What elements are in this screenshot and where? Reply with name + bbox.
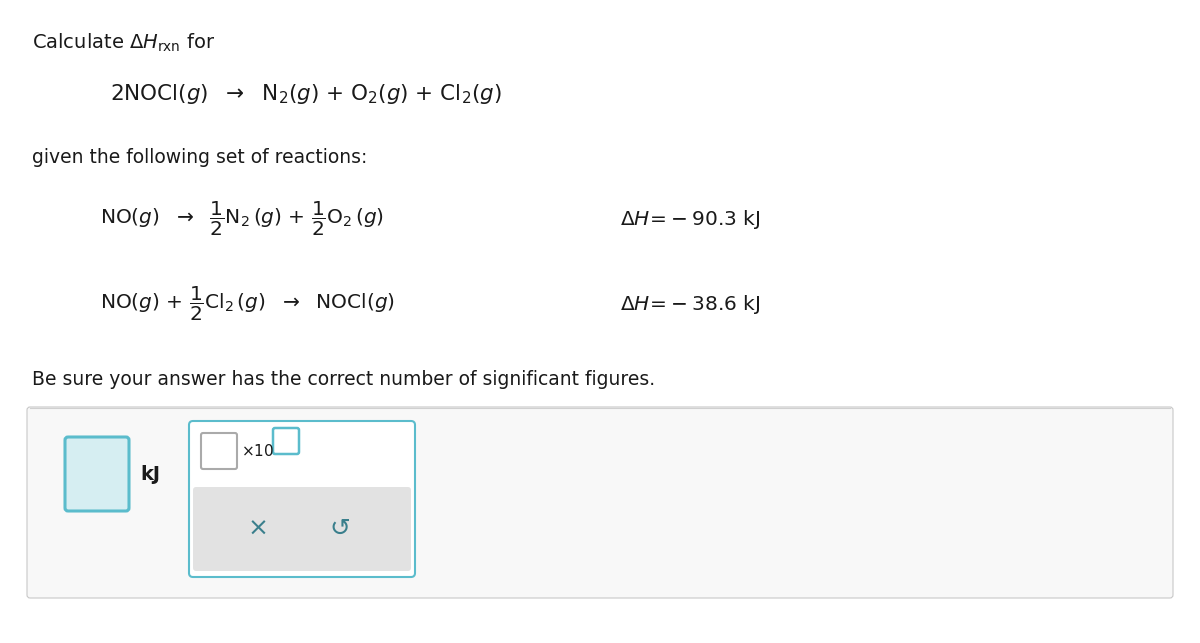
FancyBboxPatch shape bbox=[202, 433, 238, 469]
Text: Be sure your answer has the correct number of significant figures.: Be sure your answer has the correct numb… bbox=[32, 370, 655, 389]
Text: ↺: ↺ bbox=[330, 517, 350, 541]
Text: NO$(g)$  $\rightarrow$  $\dfrac{1}{2}$N$_2\,(g)$ + $\dfrac{1}{2}$O$_2\,(g)$: NO$(g)$ $\rightarrow$ $\dfrac{1}{2}$N$_2… bbox=[100, 200, 384, 239]
Text: given the following set of reactions:: given the following set of reactions: bbox=[32, 148, 367, 167]
FancyBboxPatch shape bbox=[193, 487, 410, 571]
FancyBboxPatch shape bbox=[28, 407, 1174, 598]
FancyBboxPatch shape bbox=[274, 428, 299, 454]
Text: $\Delta H\!=\!-90.3$ kJ: $\Delta H\!=\!-90.3$ kJ bbox=[620, 208, 761, 231]
Text: kJ: kJ bbox=[140, 464, 160, 484]
FancyBboxPatch shape bbox=[190, 421, 415, 577]
FancyBboxPatch shape bbox=[65, 437, 130, 511]
Text: NO$(g)$ + $\dfrac{1}{2}$Cl$_2\,(g)$  $\rightarrow$  NOCl$(g)$: NO$(g)$ + $\dfrac{1}{2}$Cl$_2\,(g)$ $\ri… bbox=[100, 285, 395, 323]
Text: $\Delta H\!=\!-38.6$ kJ: $\Delta H\!=\!-38.6$ kJ bbox=[620, 293, 761, 316]
Text: Calculate $\Delta H_{\mathregular{rxn}}$ for: Calculate $\Delta H_{\mathregular{rxn}}$… bbox=[32, 32, 215, 54]
Text: ×: × bbox=[247, 517, 269, 541]
Text: 2NOCl$(g)$  $\rightarrow$  N$_2(g)$ + O$_2(g)$ + Cl$_2(g)$: 2NOCl$(g)$ $\rightarrow$ N$_2(g)$ + O$_2… bbox=[110, 82, 502, 106]
Text: $\times$10: $\times$10 bbox=[241, 443, 274, 459]
